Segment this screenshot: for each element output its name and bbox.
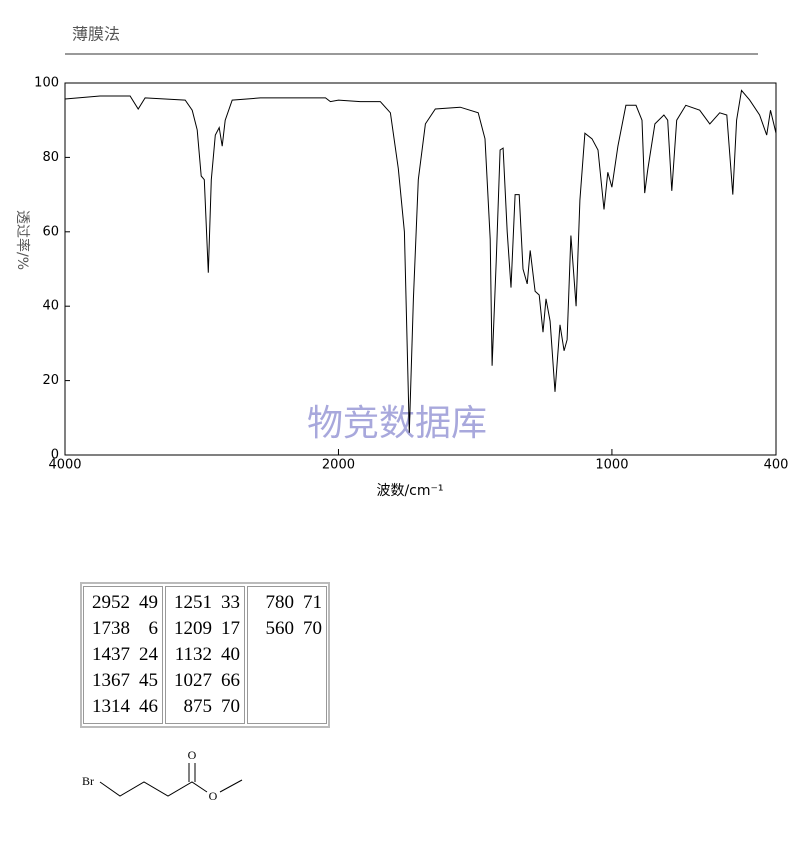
- transmittance: 6: [148, 618, 159, 639]
- wavenumber: 875: [183, 696, 213, 717]
- table-column: 2952 49 1738 6 1437 24 1367 45 1314 46: [83, 586, 163, 724]
- transmittance: 17: [221, 618, 240, 639]
- table-row: 1738 6: [88, 616, 158, 642]
- wavenumber: 1738: [92, 618, 130, 639]
- wavenumber: 1132: [174, 644, 212, 665]
- y-tick-label: 20: [42, 373, 59, 388]
- x-tick-label: 4000: [48, 458, 81, 473]
- y-tick-label: 60: [42, 224, 59, 239]
- transmittance: 70: [303, 618, 322, 639]
- table-row: 1027 66: [170, 668, 240, 694]
- wavenumber: 1027: [174, 670, 212, 691]
- wavenumber: 1314: [92, 696, 130, 717]
- transmittance: 33: [221, 592, 240, 613]
- table-row: 560 70: [252, 616, 323, 642]
- table-row: 1251 33: [170, 590, 240, 616]
- wavenumber: 780: [265, 592, 295, 613]
- molecule: Br O O: [82, 748, 243, 803]
- wavenumber: 1367: [92, 670, 130, 691]
- spectrum-line: [64, 89, 777, 433]
- table-column: 780 71 560 70: [247, 586, 327, 724]
- table-row: 1209 17: [170, 616, 240, 642]
- table-row: 1367 45: [88, 668, 158, 694]
- table-row: 875 70: [170, 694, 241, 720]
- plot-frame: [64, 82, 777, 456]
- y-tick-label: 0: [51, 448, 59, 463]
- y-tick-label: 100: [34, 76, 59, 91]
- transmittance: 40: [221, 644, 240, 665]
- transmittance: 45: [139, 670, 158, 691]
- chart-title: 薄膜法: [72, 25, 120, 44]
- transmittance: 71: [303, 592, 322, 613]
- table-row: 2952 49: [88, 590, 158, 616]
- x-tick-label: 400: [764, 458, 789, 473]
- table-row: 780 71: [252, 590, 323, 616]
- atom-label: O: [188, 748, 197, 762]
- wavenumber: 1209: [174, 618, 212, 639]
- atom-label: Br: [82, 774, 94, 788]
- transmittance: 24: [139, 644, 158, 665]
- transmittance: 49: [139, 592, 158, 613]
- atom-label: O: [209, 789, 218, 803]
- wavenumber: 1437: [92, 644, 130, 665]
- x-tick-label: 2000: [322, 458, 355, 473]
- table-row: 1437 24: [88, 642, 158, 668]
- table-row: 1314 46: [88, 694, 158, 720]
- wavenumber: 2952: [92, 592, 130, 613]
- chart: 薄膜法 物竞数据库 波数/cm⁻¹ 透过率/% 0 20 40 60 80 100 4000…: [14, 25, 789, 500]
- table-row: 1132 40: [170, 642, 240, 668]
- transmittance: 46: [139, 696, 158, 717]
- x-tick-label: 1000: [595, 458, 628, 473]
- bond: [99, 781, 208, 797]
- wavenumber: 560: [265, 618, 295, 639]
- y-axis-label: 透过率/%: [14, 210, 31, 270]
- bond: [219, 779, 243, 793]
- transmittance: 66: [221, 670, 240, 691]
- watermark: 物竞数据库: [307, 403, 487, 444]
- wavenumber: 1251: [174, 592, 212, 613]
- transmittance: 70: [221, 696, 240, 717]
- x-axis-label: 波数/cm⁻¹: [376, 483, 443, 499]
- y-tick-label: 80: [42, 150, 59, 165]
- y-tick-label: 40: [42, 299, 59, 314]
- peak-table: 2952 49 1738 6 1437 24 1367 45 1314 46 1251 33 1209 1…: [80, 582, 330, 728]
- table-column: 1251 33 1209 17 1132 40 1027 66 875 70: [165, 586, 245, 724]
